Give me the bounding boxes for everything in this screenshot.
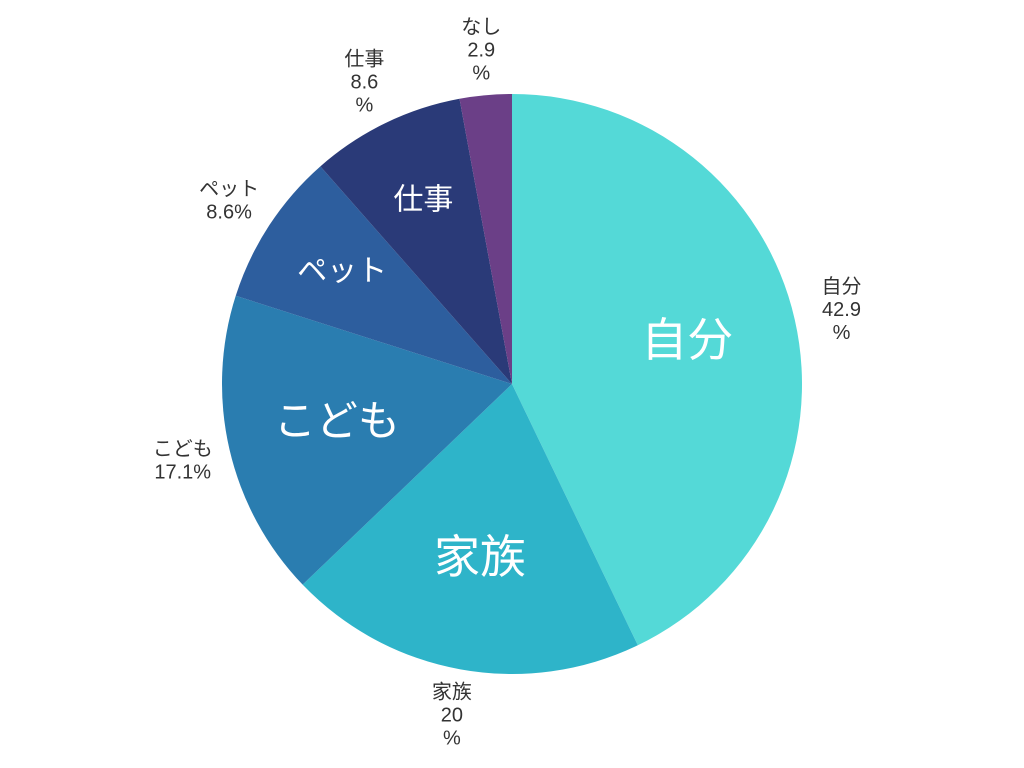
slice-label: 自分 (641, 314, 733, 366)
outer-label-line: 2.9 (467, 39, 495, 61)
outer-label-line: % (472, 62, 490, 84)
slice-label: 家族 (434, 531, 526, 583)
outer-label-line: 自分 (822, 275, 862, 298)
outer-label-line: 20 (441, 705, 463, 727)
outer-label-line: 8.6 (350, 72, 378, 94)
slice-label: 仕事 (393, 183, 453, 216)
outer-label-line: 17.1% (154, 461, 211, 483)
outer-label-line: こども (153, 437, 213, 460)
outer-label-line: ペット (199, 179, 259, 201)
outer-label-line: 8.6% (206, 202, 252, 224)
pie-chart: 自分家族こどもペット仕事自分42.9%家族20%こども17.1%ペット8.6%仕… (0, 0, 1024, 768)
pie-chart-container: 自分家族こどもペット仕事自分42.9%家族20%こども17.1%ペット8.6%仕… (0, 0, 1024, 768)
outer-label-line: % (355, 95, 373, 117)
outer-label-line: % (833, 322, 851, 344)
outer-label-line: % (443, 728, 461, 750)
slice-label: ペット (297, 255, 387, 288)
outer-label-line: なし (461, 16, 501, 38)
outer-label-line: 42.9 (822, 299, 861, 321)
outer-label-line: 家族 (432, 681, 472, 704)
outer-label-line: 仕事 (344, 48, 384, 71)
slice-label: こども (274, 398, 400, 445)
